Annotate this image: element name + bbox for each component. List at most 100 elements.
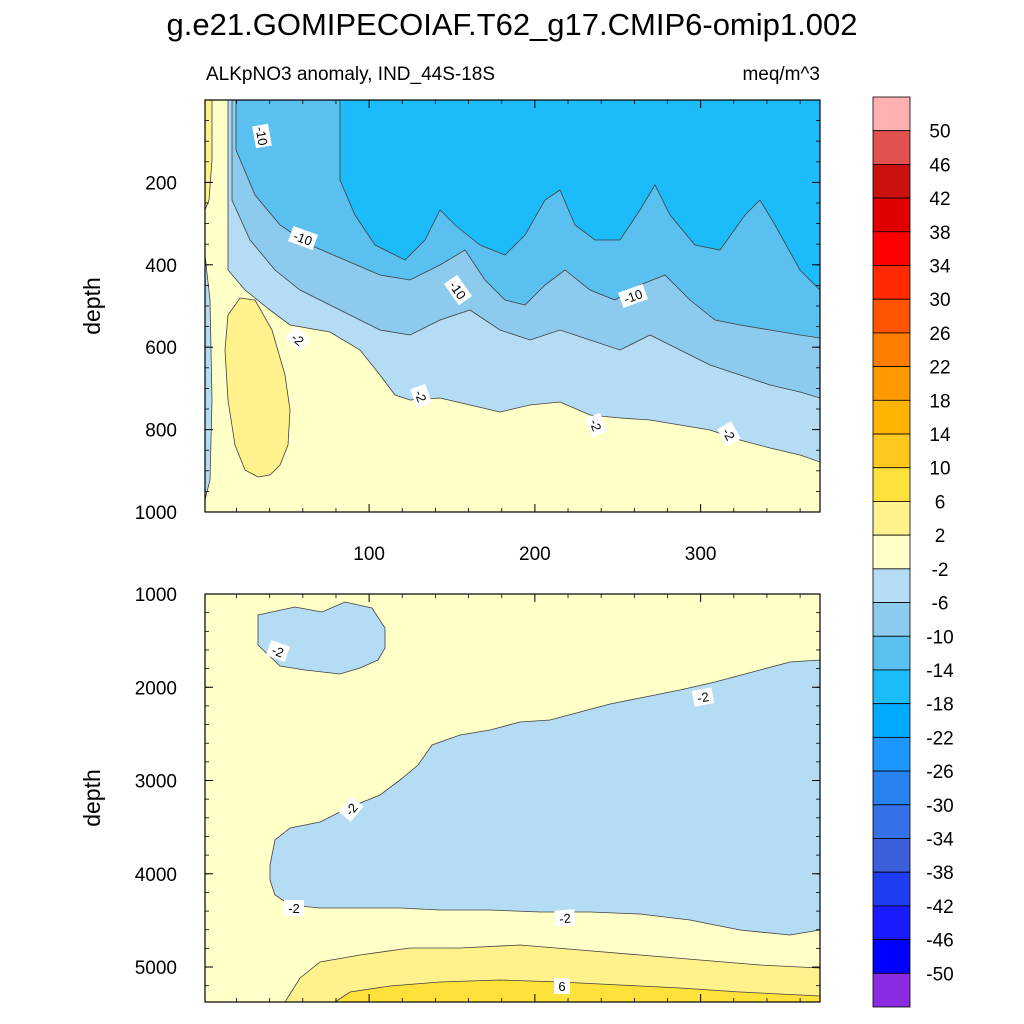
lower-contour-label-text: -2: [559, 911, 572, 927]
y-tick-label: 4000: [135, 865, 177, 886]
upper-contour-label: -10: [618, 284, 648, 308]
lower-contour-label: 6: [554, 978, 570, 994]
colorbar-swatch: [872, 804, 911, 839]
subtitle-right: meq/m^3: [742, 64, 820, 85]
colorbar-label: 2: [935, 526, 946, 547]
x-tick-label: 200: [519, 544, 551, 565]
upper-contour-label-text: -2: [412, 388, 430, 404]
colorbar-swatch: [872, 568, 911, 603]
colorbar-label: 34: [929, 257, 951, 278]
colorbar-label: 10: [929, 459, 950, 480]
colorbar-swatch: [872, 231, 911, 266]
y-tick-label: 5000: [135, 958, 177, 979]
colorbar-swatch: [872, 871, 911, 907]
colorbar-label: 38: [929, 223, 950, 244]
colorbar-label: -30: [926, 796, 953, 817]
lower-contour-label: -2: [554, 909, 576, 927]
colorbar-swatch: [872, 972, 911, 1008]
colorbar-swatch: [872, 635, 911, 671]
lower-y-axis-label: depth: [79, 769, 105, 827]
upper-y-ticks: 200 400 600 800 1000: [135, 99, 820, 524]
lower-panel: -2 -2 -2 -2 -2 6 depth 1000 2000 3000 4000 5…: [79, 585, 821, 1003]
upper-x-ticks: 100 200 300: [236, 100, 801, 565]
colorbar-swatch: [872, 838, 911, 873]
colorbar-label: -6: [932, 594, 949, 615]
x-tick-label: 300: [685, 544, 717, 565]
y-tick-label: 600: [145, 338, 177, 359]
colorbar-swatch: [872, 433, 911, 469]
lower-contour-label: -2: [338, 796, 364, 822]
colorbar-swatch: [872, 298, 911, 334]
upper-yellow-blob: [224, 297, 291, 478]
colorbar-label: 22: [929, 358, 950, 379]
upper-contour-fill-14: [339, 100, 820, 291]
colorbar-label: 6: [935, 492, 946, 513]
colorbar-label: -14: [926, 661, 954, 682]
x-tick-label: 100: [353, 544, 385, 565]
lower-blue-blob-upper-left: [257, 601, 386, 675]
colorbar-label: 46: [929, 155, 950, 176]
y-tick-label: 1000: [135, 503, 177, 524]
colorbar-label: -42: [926, 897, 953, 918]
colorbar-swatch: [872, 501, 911, 536]
upper-contour-label: -10: [288, 226, 318, 250]
colorbar-swatch: [872, 905, 911, 940]
y-tick-label: 400: [145, 256, 177, 277]
colorbar-label: -2: [932, 560, 949, 581]
colorbar-label: -10: [926, 627, 953, 648]
colorbar-label: -26: [926, 762, 953, 783]
colorbar-label: 26: [929, 324, 950, 345]
upper-left-blue-strip: [205, 254, 213, 501]
colorbar-swatch: [872, 669, 911, 705]
upper-contour-label-text: -10: [622, 286, 645, 307]
lower-contour-label-text: -2: [696, 689, 710, 706]
upper-contour-label: -10: [252, 123, 272, 149]
lower-plot-frame: [204, 593, 821, 1003]
upper-contour-label-text: -10: [291, 228, 314, 249]
colorbar-swatch: [872, 602, 911, 637]
upper-contour-label: -2: [285, 326, 311, 352]
colorbar-label: -50: [926, 964, 953, 985]
colorbar-swatch: [872, 197, 911, 233]
colorbar-swatch: [872, 467, 911, 502]
lower-x-ticks: [236, 594, 801, 1002]
colorbar: 50 46 42 38 34 30 26 22 18 14 10 6 2 -2 -6 -10 -14 -18 -22…: [872, 96, 954, 1008]
colorbar-label: -46: [926, 931, 953, 952]
y-tick-label: 3000: [135, 772, 177, 793]
colorbar-label: 14: [929, 425, 951, 446]
lower-contour-label-text: 6: [558, 979, 565, 994]
colorbar-label: 30: [929, 290, 950, 311]
colorbar-swatch: [872, 332, 911, 368]
lower-contour-label: -2: [691, 687, 715, 707]
colorbar-swatch: [872, 96, 911, 132]
colorbar-label: 50: [929, 122, 950, 143]
subtitle-left: ALKpNO3 anomaly, IND_44S-18S: [206, 64, 495, 85]
upper-contour-label: -2: [410, 383, 432, 409]
colorbar-label: -18: [926, 695, 953, 716]
lower-contour-label-text: -2: [270, 642, 286, 660]
lower-blue-region-main: [269, 659, 820, 936]
upper-contour-label-text: -2: [587, 417, 605, 433]
colorbar-swatch: [872, 265, 911, 300]
y-tick-label: 2000: [135, 678, 177, 699]
colorbar-swatch: [872, 770, 911, 806]
lower-yellow-band-6: [334, 979, 820, 1002]
lower-contour-label: -2: [265, 640, 291, 662]
chart-title: g.e21.GOMIPECOIAF.T62_g17.CMIP6-omip1.00…: [167, 7, 858, 42]
colorbar-label: 18: [929, 391, 950, 412]
upper-y-axis-label: depth: [79, 277, 105, 335]
colorbar-swatch: [872, 534, 911, 570]
colorbar-label: -34: [926, 829, 954, 850]
colorbar-swatch: [872, 939, 911, 974]
y-tick-label: 200: [145, 173, 177, 194]
colorbar-label: 42: [929, 189, 950, 210]
colorbar-swatch: [872, 399, 911, 435]
colorbar-swatch: [872, 366, 911, 401]
colorbar-label: -38: [926, 863, 953, 884]
colorbar-swatch: [872, 703, 911, 738]
colorbar-swatch: [872, 164, 911, 199]
lower-contour-label-text: -2: [288, 901, 300, 916]
upper-contour-label: -2: [585, 412, 607, 438]
colorbar-label: -22: [926, 728, 953, 749]
